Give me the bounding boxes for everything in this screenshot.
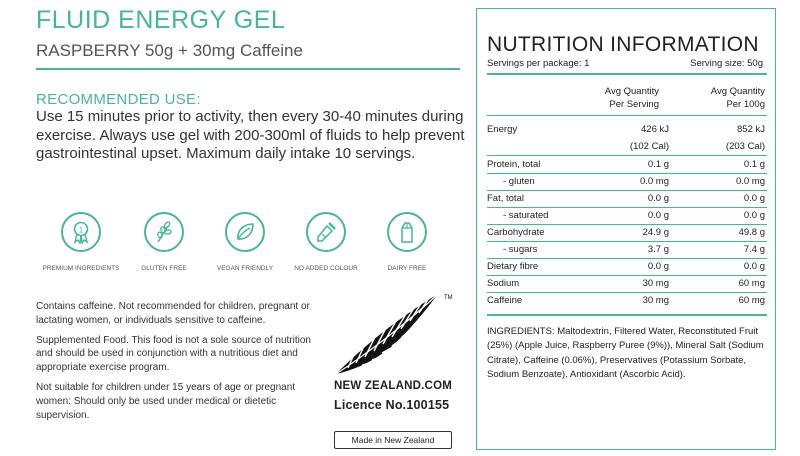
trademark-mark: TM xyxy=(444,295,453,301)
badge-label: GLUTEN FREE xyxy=(141,265,187,272)
ingredients-text: INGREDIENTS: Maltodextrin, Filtered Wate… xyxy=(487,326,764,380)
per-100g-value: 49.8 g xyxy=(738,227,765,238)
panel-divider xyxy=(487,190,767,191)
badge-label: VEGAN FRIENDLY xyxy=(216,265,274,272)
recommended-use-text: Use 15 minutes prior to activity, then e… xyxy=(36,108,465,162)
recommended-use-heading: RECOMMENDED USE: xyxy=(36,91,201,108)
warning-caffeine: Contains caffeine. Not recommended for c… xyxy=(36,301,310,326)
product-title: FLUID ENERGY GEL xyxy=(36,6,286,34)
per-serving-value: (102 Cal) xyxy=(629,141,669,152)
per-100g-value: 0.0 mg xyxy=(735,176,765,187)
badge-label: NO ADDED COLOUR xyxy=(294,265,358,272)
warnings-text: Contains caffeine. Not recommended for c… xyxy=(36,300,321,428)
nutrition-title: NUTRITION INFORMATION xyxy=(487,33,759,56)
panel-divider xyxy=(487,155,767,156)
ribbon-medal-icon: 1 xyxy=(73,221,89,244)
nutrient-name: Sodium xyxy=(487,278,520,289)
serving-size: Serving size: 50g xyxy=(690,58,763,69)
panel-divider xyxy=(487,275,767,276)
per-100g-value: 60 mg xyxy=(738,278,765,289)
made-in-badge: Made in New Zealand xyxy=(334,431,452,449)
panel-divider xyxy=(487,241,767,242)
nz-brand-name: NEW ZEALAND.COM xyxy=(334,380,452,392)
per-serving-value: 30 mg xyxy=(642,295,669,306)
warning-not-suitable: Not suitable for children under 15 years… xyxy=(36,381,296,421)
per-serving-value: 0.0 mg xyxy=(639,176,669,187)
panel-divider xyxy=(487,224,767,225)
nutrition-panel: NUTRITION INFORMATION Servings per packa… xyxy=(476,8,776,450)
panel-divider xyxy=(487,292,767,293)
header-per-100g: Avg Quantity Per 100g xyxy=(659,86,765,111)
per-serving-value: 0.0 g xyxy=(647,261,669,272)
nutrient-name: Carbohydrate xyxy=(487,227,545,238)
per-serving-value: 0.0 g xyxy=(647,210,669,221)
per-serving-value: 0.0 g xyxy=(647,193,669,204)
table-row: - sugars 3.7 g 7.4 g xyxy=(487,241,767,258)
badge-dairy-free: DAIRY FREE xyxy=(367,212,447,272)
nutrient-name: Energy xyxy=(487,124,518,135)
per-100g-value: 0.0 g xyxy=(743,193,765,204)
panel-divider xyxy=(487,173,767,174)
product-subtitle: RASPBERRY 50g + 30mg Caffeine xyxy=(36,41,303,60)
header-line: Avg Quantity xyxy=(604,86,659,97)
per-100g-value: 7.4 g xyxy=(743,244,765,255)
badge-premium-ingredients: 1 PREMIUM INGREDIENTS xyxy=(41,212,121,272)
per-serving-value: 3.7 g xyxy=(647,244,669,255)
nutrient-name: Fat, total xyxy=(487,193,524,204)
panel-divider xyxy=(487,115,767,116)
nutrient-name: Dietary fibre xyxy=(487,261,539,272)
servings-per-package: Servings per package: 1 xyxy=(487,58,590,69)
badge-label: DAIRY FREE xyxy=(387,265,427,272)
per-100g-value: (203 Cal) xyxy=(725,141,765,152)
panel-divider xyxy=(487,73,767,75)
warning-supplemented-food: Supplemented Food. This food is not a so… xyxy=(36,334,311,374)
panel-divider xyxy=(487,314,767,316)
nz-licence: Licence No.100155 xyxy=(334,398,450,412)
nutrient-name: Caffeine xyxy=(487,295,523,306)
nutrient-name: Protein, total xyxy=(487,159,541,170)
nutrient-name: - sugars xyxy=(503,244,538,255)
table-row: (102 Cal) (203 Cal) xyxy=(487,138,767,155)
per-serving-value: 0.1 g xyxy=(647,159,669,170)
header-line: Per Serving xyxy=(609,98,659,110)
wheat-icon xyxy=(157,221,172,243)
table-row: Caffeine 30 mg 60 mg xyxy=(487,292,767,309)
table-row: - saturated 0.0 g 0.0 g xyxy=(487,207,767,224)
svg-text:1: 1 xyxy=(79,226,84,235)
badge-gluten-free: GLUTEN FREE xyxy=(124,212,204,272)
per-serving-value: 30 mg xyxy=(642,278,669,289)
per-100g-value: 0.0 g xyxy=(743,261,765,272)
per-100g-value: 60 mg xyxy=(738,295,765,306)
title-divider xyxy=(36,68,460,70)
table-row: - gluten 0.0 mg 0.0 mg xyxy=(487,173,767,190)
milk-carton-icon xyxy=(401,222,413,243)
panel-divider xyxy=(487,207,767,208)
fern-icon: TM xyxy=(335,293,453,375)
header-per-serving: Avg Quantity Per Serving xyxy=(577,86,659,111)
per-serving-value: 24.9 g xyxy=(642,227,669,238)
nutrient-name: - saturated xyxy=(503,210,549,221)
table-row: Protein, total 0.1 g 0.1 g xyxy=(487,156,767,173)
per-100g-value: 0.0 g xyxy=(743,210,765,221)
badge-no-added-colour: NO ADDED COLOUR xyxy=(286,212,366,272)
header-line: Per 100g xyxy=(726,98,765,110)
table-row: Fat, total 0.0 g 0.0 g xyxy=(487,190,767,207)
badge-vegan-friendly: VEGAN FRIENDLY xyxy=(205,212,285,272)
per-100g-value: 852 kJ xyxy=(737,124,765,135)
table-row: Carbohydrate 24.9 g 49.8 g xyxy=(487,224,767,241)
per-serving-value: 426 kJ xyxy=(641,124,669,135)
badge-label: PREMIUM INGREDIENTS xyxy=(42,265,120,272)
leaf-icon xyxy=(237,223,254,240)
table-row: Energy 426 kJ 852 kJ xyxy=(487,121,767,138)
per-100g-value: 0.1 g xyxy=(743,159,765,170)
header-line: Avg Quantity xyxy=(710,86,765,97)
table-row: Sodium 30 mg 60 mg xyxy=(487,275,767,292)
dropper-icon xyxy=(317,222,336,242)
table-row: Dietary fibre 0.0 g 0.0 g xyxy=(487,258,767,275)
nutrient-name: - gluten xyxy=(503,176,535,187)
panel-divider xyxy=(487,258,767,259)
